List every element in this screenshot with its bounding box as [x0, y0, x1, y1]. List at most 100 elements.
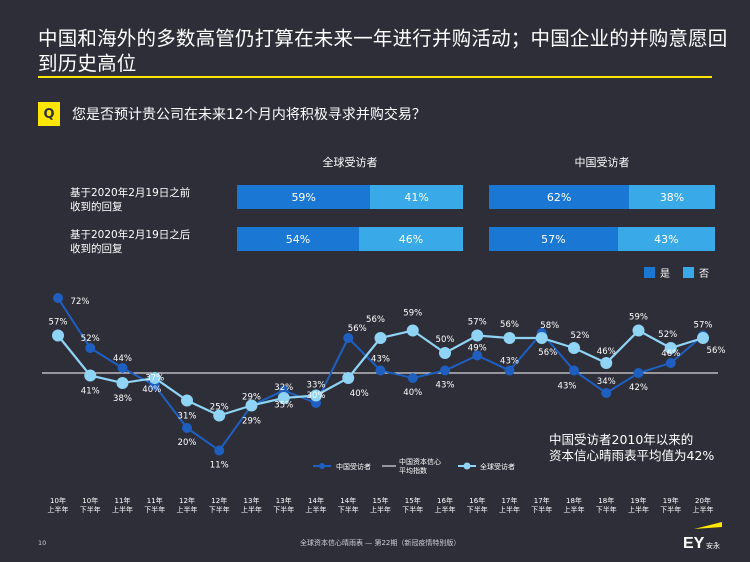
legend-no-label: 否 — [699, 269, 709, 280]
data-label-china: 37% — [145, 374, 164, 384]
x-tick-label-year: 15年 — [405, 496, 421, 505]
x-tick-label-half: 上半年 — [306, 505, 327, 514]
bar-china-before: 62% 38% — [489, 185, 715, 209]
point-global — [439, 347, 451, 359]
point-china — [440, 365, 450, 376]
point-china — [407, 373, 418, 383]
x-tick-label-half: 下半年 — [402, 505, 423, 514]
point-china — [665, 358, 676, 368]
data-label-global: 38% — [113, 394, 132, 404]
x-tick-label-half: 下半年 — [596, 505, 617, 514]
point-china — [85, 343, 96, 353]
legend-label-china: 中国受访者 — [336, 462, 371, 471]
data-label-global: 46% — [597, 347, 616, 357]
x-tick-label-year: 16年 — [469, 496, 485, 505]
data-label-global: 57% — [49, 318, 68, 328]
line-chart: 72% 52% 44% 37% 20% 11% 29% 35% 30% 56% 43% 40% 43% 4… — [42, 293, 726, 514]
x-tick-label-year: 20年 — [695, 496, 711, 505]
x-tick-label-year: 15年 — [373, 496, 389, 505]
point-china — [633, 368, 644, 378]
x-tick-label-half: 上半年 — [499, 505, 520, 514]
data-label-china: 43% — [436, 381, 455, 391]
x-tick-label-year: 10年 — [50, 496, 66, 505]
ey-logo-suffix: 安永 — [706, 541, 720, 550]
data-label-china: 43% — [500, 357, 519, 367]
point-global — [277, 392, 290, 404]
average-note-line1: 中国受访者2010年以来的 — [549, 432, 694, 447]
x-tick-label-year: 12年 — [211, 496, 227, 505]
point-china — [214, 445, 225, 456]
point-global — [664, 342, 677, 354]
bar-global-after-no: 46% — [359, 227, 463, 251]
bar-china-after-yes: 57% — [489, 227, 618, 251]
x-tick-label-half: 上半年 — [435, 505, 456, 514]
x-tick-label-year: 11年 — [147, 496, 163, 505]
point-global — [568, 342, 580, 354]
data-label-china: 58% — [540, 321, 559, 331]
footer-text: 全球资本信心晴雨表 — 第22期（新冠疫情特别版） — [300, 539, 461, 547]
data-label-china: 35% — [274, 401, 293, 411]
point-global — [310, 389, 322, 402]
row-label-before: 基于2020年2月19日之前 收到的回复 — [70, 186, 230, 214]
point-global — [503, 332, 516, 344]
x-tick-label-half: 下半年 — [467, 505, 488, 514]
bar-global-after-yes: 54% — [237, 227, 360, 251]
legend-marker-china — [319, 463, 325, 469]
point-global — [600, 357, 613, 369]
data-label-global: 40% — [350, 389, 369, 399]
x-tick-label-half: 上半年 — [241, 505, 262, 514]
column-header-china: 中国受访者 — [574, 156, 630, 169]
data-label-global: 50% — [436, 335, 455, 345]
point-china — [569, 365, 579, 376]
point-global — [116, 377, 129, 389]
x-tick-label-year: 18年 — [566, 496, 582, 505]
point-global — [342, 372, 355, 384]
x-tick-label-half: 下半年 — [338, 505, 359, 514]
data-label-global: 59% — [403, 309, 422, 319]
data-label-global: 56% — [366, 315, 385, 325]
legend-label-global: 全球受访者 — [480, 462, 515, 471]
point-china — [601, 388, 612, 398]
bar-china-before-yes: 62% — [489, 185, 630, 209]
x-tick-label-half: 上半年 — [177, 505, 198, 514]
question-tag: Q — [38, 102, 60, 126]
x-tick-label-half: 上半年 — [370, 505, 391, 514]
x-tick-label-year: 12年 — [179, 496, 195, 505]
x-tick-label-year: 14年 — [340, 496, 356, 505]
point-global — [406, 324, 419, 337]
bar-global-before: 59% 41% — [237, 185, 463, 209]
point-global — [471, 329, 484, 342]
data-label-china: 34% — [597, 377, 616, 387]
ey-logo: EY 安永 — [683, 522, 722, 552]
legend-label-average-1: 中国资本信心 — [399, 457, 441, 466]
data-label-global: 56% — [538, 348, 557, 358]
data-label-global: 56% — [707, 346, 726, 356]
legend-no-swatch — [683, 267, 694, 278]
data-label-global: 59% — [629, 313, 648, 323]
x-tick-label-year: 19年 — [631, 496, 647, 505]
data-label-global: 33% — [307, 381, 326, 391]
question-text: 您是否预计贵公司在未来12个月内将积极寻求并购交易？ — [72, 107, 426, 123]
point-global — [697, 332, 709, 344]
point-global — [52, 329, 64, 342]
data-label-china: 57% — [694, 321, 713, 331]
page-number: 10 — [38, 539, 47, 547]
x-tick-label-half: 下半年 — [660, 505, 681, 514]
x-tick-label-half: 下半年 — [273, 505, 294, 514]
point-china — [53, 293, 63, 303]
data-label-china: 46% — [661, 349, 680, 359]
x-tick-label-half: 下半年 — [80, 505, 101, 514]
data-label-china: 49% — [468, 344, 487, 354]
point-global — [632, 324, 645, 337]
bar-china-before-no: 38% — [629, 185, 715, 209]
x-tick-label-half: 上半年 — [564, 505, 585, 514]
data-label-global: 52% — [658, 330, 677, 340]
data-label-china: 20% — [178, 438, 197, 448]
column-header-global: 全球受访者 — [322, 156, 378, 169]
bar-legend: 是 否 — [644, 265, 709, 280]
legend-marker-global — [463, 462, 471, 470]
point-china — [343, 333, 354, 343]
point-china — [472, 350, 483, 361]
ey-logo-beam — [694, 522, 722, 529]
point-global — [374, 332, 387, 344]
